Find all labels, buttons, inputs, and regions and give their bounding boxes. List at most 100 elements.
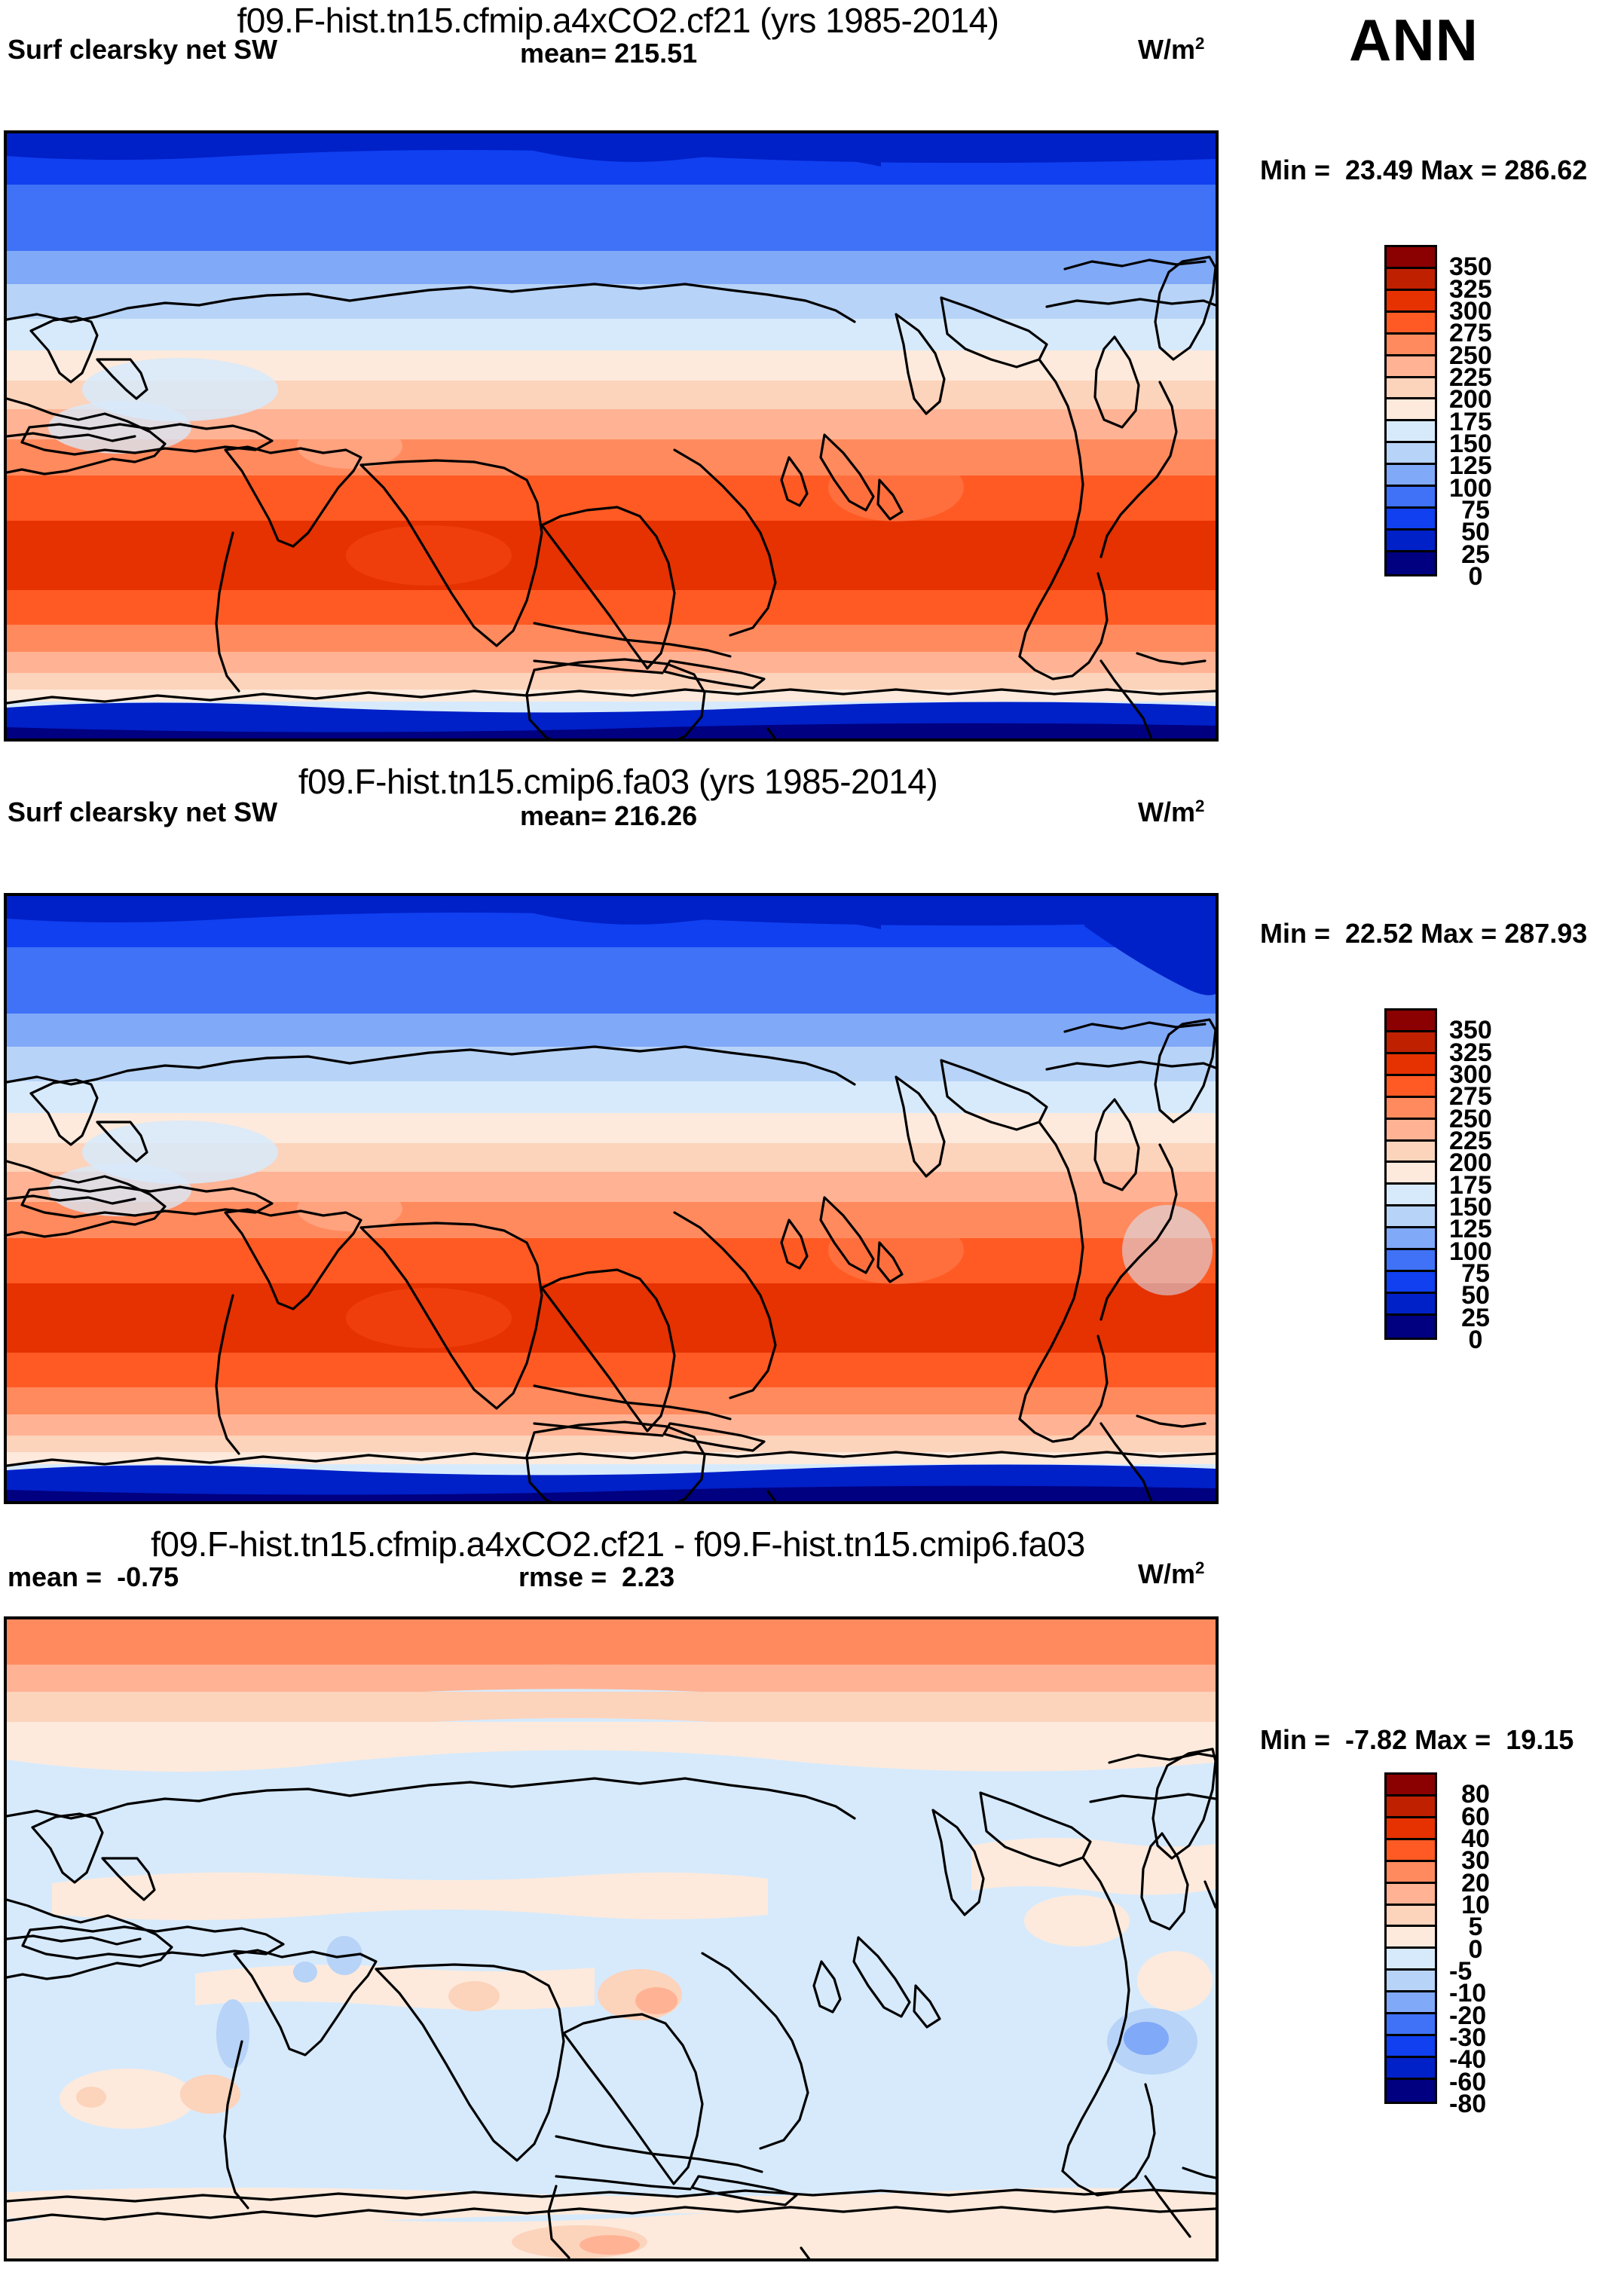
- colorbar-swatch: [1387, 1905, 1435, 1928]
- panel-1-min-key: Min =: [1260, 154, 1331, 185]
- colorbar-tick-label: 275: [1449, 1082, 1492, 1112]
- panel-1-max-key: Max =: [1421, 154, 1497, 185]
- colorbar-swatch: [1387, 530, 1435, 552]
- panel-2-colorbar-labels: 350 325 300 275 250 225 200 175 150 125 100 75 50 25 0: [1449, 1008, 1577, 1353]
- colorbar-tick-label: 50: [1461, 518, 1490, 547]
- colorbar-swatch: [1387, 1315, 1435, 1338]
- panel-2-colorbar-swatches[interactable]: [1384, 1008, 1437, 1340]
- panel-1-colorbar-swatches[interactable]: [1384, 245, 1437, 576]
- colorbar-tick-label: 175: [1449, 407, 1492, 436]
- colorbar-tick-label: 150: [1449, 430, 1492, 458]
- colorbar-swatch: [1387, 312, 1435, 335]
- panel-3-units-text: W/m: [1138, 1558, 1195, 1589]
- panel-2-max-value: 287.93: [1504, 918, 1588, 949]
- panel-1-title: f09.F-hist.tn15.cfmip.a4xCO2.cf21 (yrs 1…: [237, 1, 999, 40]
- colorbar-swatch: [1387, 1228, 1435, 1251]
- panel-1-coastlines: [7, 255, 1216, 738]
- panel-2-units-text: W/m: [1138, 797, 1195, 827]
- panel-3-rmse-label: rmse = 2.23: [518, 1561, 674, 1593]
- panel-2-min-value: 22.52: [1345, 918, 1414, 949]
- colorbar-tick-label: 300: [1449, 1060, 1492, 1089]
- panel-3-coastlines: [7, 1748, 1216, 2258]
- colorbar-swatch: [1387, 1206, 1435, 1229]
- panel-2-units: W/m2: [1138, 797, 1204, 828]
- colorbar-swatch: [1387, 356, 1435, 378]
- colorbar-swatch: [1387, 2079, 1435, 2102]
- colorbar-swatch: [1387, 1992, 1435, 2015]
- colorbar-swatch: [1387, 1163, 1435, 1185]
- colorbar-swatch: [1387, 421, 1435, 444]
- colorbar-tick-label: 250: [1449, 341, 1492, 370]
- colorbar-swatch: [1387, 487, 1435, 509]
- panel-2-map[interactable]: [4, 893, 1219, 1504]
- colorbar-tick-label: -20: [1449, 2001, 1487, 2030]
- colorbar-tick-label: 0: [1468, 562, 1483, 591]
- colorbar-tick-label: 225: [1449, 363, 1492, 392]
- colorbar-tick-label: 80: [1461, 1780, 1490, 1809]
- panel-2-variable-label: Surf clearsky net SW: [8, 797, 278, 827]
- panel-3-min-value: -7.82: [1345, 1724, 1408, 1755]
- colorbar-tick-label: 100: [1449, 1237, 1492, 1266]
- colorbar-swatch: [1387, 268, 1435, 291]
- colorbar-tick-label: 100: [1449, 473, 1492, 503]
- panel-2-units-exp: 2: [1195, 797, 1205, 815]
- panel-3-minmax: Min = -7.82 Max = 19.15: [1260, 1724, 1574, 1756]
- colorbar-tick-label: 50: [1461, 1281, 1490, 1310]
- colorbar-swatch: [1387, 1293, 1435, 1316]
- colorbar-tick-label: 225: [1449, 1127, 1492, 1155]
- colorbar-tick-label: 20: [1461, 1868, 1490, 1897]
- colorbar-tick-label: 75: [1461, 496, 1490, 524]
- colorbar-swatch: [1387, 1949, 1435, 1971]
- colorbar-tick-label: 10: [1461, 1891, 1490, 1919]
- panel-3-mean-value: -0.75: [117, 1561, 179, 1592]
- panel-3-map[interactable]: [4, 1616, 1219, 2261]
- panel-1-minmax: Min = 23.49 Max = 286.62: [1260, 154, 1587, 186]
- colorbar-tick-label: 60: [1461, 1802, 1490, 1831]
- panel-1-mean-key: mean=: [520, 38, 607, 69]
- colorbar-tick-label: 325: [1449, 274, 1492, 304]
- panel-3-colorbar-swatches[interactable]: [1384, 1772, 1437, 2104]
- colorbar-swatch: [1387, 465, 1435, 488]
- panel-2-title: f09.F-hist.tn15.cmip6.fa03 (yrs 1985-201…: [298, 762, 938, 801]
- colorbar-tick-label: 250: [1449, 1104, 1492, 1133]
- colorbar-swatch: [1387, 1075, 1435, 1098]
- colorbar-swatch: [1387, 378, 1435, 400]
- panel-3-max-value: 19.15: [1506, 1724, 1574, 1755]
- panel-2-max-key: Max =: [1421, 918, 1497, 949]
- colorbar-swatch: [1387, 552, 1435, 574]
- colorbar-tick-label: 200: [1449, 1148, 1492, 1178]
- panel-3-min-key: Min =: [1260, 1724, 1331, 1755]
- panel-1-mean-label: mean= 215.51: [520, 38, 697, 69]
- panel-1-map[interactable]: [4, 130, 1219, 742]
- colorbar-swatch: [1387, 1097, 1435, 1120]
- colorbar-swatch: [1387, 1053, 1435, 1076]
- colorbar-tick-label: 325: [1449, 1038, 1492, 1067]
- panel-2-min-key: Min =: [1260, 918, 1331, 949]
- panel-1-variable-label: Surf clearsky net SW: [8, 34, 278, 65]
- colorbar-swatch: [1387, 1971, 1435, 1993]
- colorbar-tick-label: 40: [1461, 1824, 1490, 1853]
- panel-3-units-exp: 2: [1195, 1558, 1205, 1577]
- panel-2-colorbar: 350 325 300 275 250 225 200 175 150 125 100 75 50 25 0: [1384, 1008, 1580, 1353]
- colorbar-tick-label: -60: [1449, 2067, 1487, 2096]
- colorbar-swatch: [1387, 1796, 1435, 1818]
- panel-3-title: f09.F-hist.tn15.cfmip.a4xCO2.cf21 - f09.…: [151, 1524, 1085, 1564]
- colorbar-swatch: [1387, 1185, 1435, 1207]
- panel-1-colorbar: 350 325 300 275 250 225 200 175 150 125 100 75 50 25 0: [1384, 245, 1580, 589]
- panel-1-units-exp: 2: [1195, 34, 1205, 53]
- panel-3-max-key: Max =: [1415, 1724, 1491, 1755]
- colorbar-swatch: [1387, 334, 1435, 356]
- colorbar-swatch: [1387, 1272, 1435, 1294]
- colorbar-tick-label: 350: [1449, 1016, 1492, 1045]
- panel-3-rmse-key: rmse =: [518, 1561, 607, 1592]
- panel-3-rmse-value: 2.23: [622, 1561, 675, 1592]
- panel-3-mean-label: mean = -0.75: [8, 1561, 179, 1593]
- colorbar-swatch: [1387, 1839, 1435, 1862]
- colorbar-tick-label: -10: [1449, 1979, 1487, 2008]
- colorbar-tick-label: -40: [1449, 2045, 1487, 2075]
- panel-1-mean-value: 215.51: [614, 38, 698, 69]
- colorbar-swatch: [1387, 1119, 1435, 1142]
- colorbar-swatch: [1387, 1927, 1435, 1949]
- colorbar-tick-label: 275: [1449, 319, 1492, 348]
- colorbar-tick-label: -80: [1449, 2090, 1487, 2118]
